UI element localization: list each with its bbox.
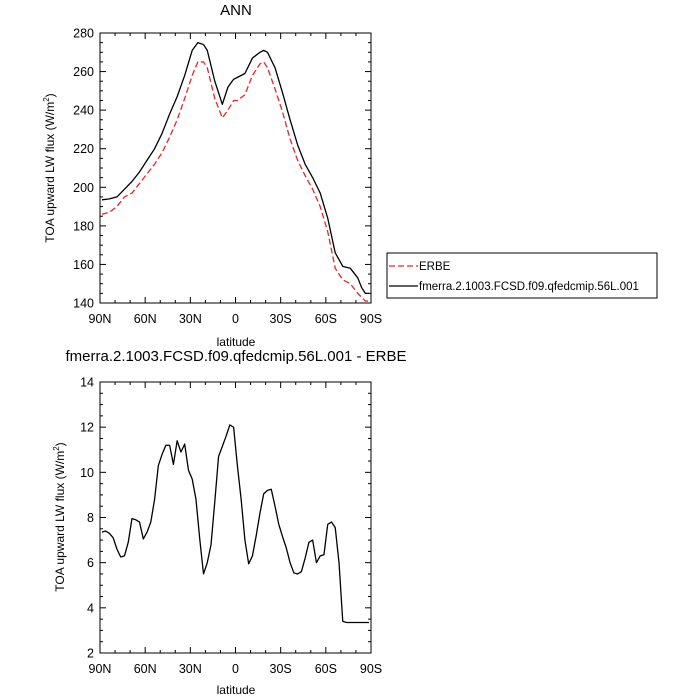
bottom-series-line-0	[101, 424, 370, 624]
bottom-series-group	[101, 424, 370, 624]
top-y-tick-label: 140	[73, 297, 94, 311]
bottom-y-tick-label: 10	[80, 466, 94, 480]
top-plot-frame	[99, 32, 372, 304]
legend: ERBE fmerra.2.1003.FCSD.f09.qfedcmip.56L…	[386, 252, 658, 299]
top-axis-ticks	[99, 32, 372, 304]
top-series-line-fmerra-2-1003-fcsd-f09-qfedcmip-56l-001	[101, 41, 370, 295]
top-x-tick-label: 60N	[134, 312, 157, 326]
top-x-tick-label: 90N	[89, 312, 112, 326]
top-x-tick-labels: 90N 60N 30N 0 30S 60S 90S	[89, 312, 383, 326]
legend-label-erbe: ERBE	[419, 261, 451, 273]
bottom-x-tick-label: 60S	[315, 662, 337, 676]
bottom-x-tick-label: 90S	[360, 662, 382, 676]
chart-panel-bottom: fmerra.2.1003.FCSD.f09.qfedcmip.56L.001 …	[52, 348, 407, 697]
bottom-y-axis-label-sup: 2	[52, 446, 61, 451]
bottom-chart-title: fmerra.2.1003.FCSD.f09.qfedcmip.56L.001 …	[65, 348, 406, 365]
top-y-axis-label-close: )	[43, 93, 57, 97]
top-x-tick-label: 0	[232, 312, 239, 326]
bottom-y-tick-label: 4	[87, 601, 94, 615]
top-series-group	[101, 41, 370, 302]
bottom-axis-ticks	[99, 381, 372, 654]
bottom-y-axis-label: TOA upward LW flux (W/m2)	[52, 442, 67, 591]
top-y-tick-label: 280	[73, 27, 94, 41]
legend-box	[386, 252, 658, 299]
bottom-y-axis-label-main: TOA upward LW flux (W/m	[53, 451, 67, 592]
top-x-axis-label: latitude	[217, 335, 256, 349]
bottom-x-tick-label: 0	[232, 662, 239, 676]
bottom-x-axis-label: latitude	[217, 683, 256, 697]
top-x-tick-label: 30S	[270, 312, 292, 326]
top-x-tick-label: 60S	[315, 312, 337, 326]
top-y-axis-label: TOA upward LW flux (W/m2)	[42, 93, 57, 242]
bottom-y-tick-label: 12	[80, 421, 94, 435]
top-x-tick-label: 30N	[179, 312, 202, 326]
bottom-y-tick-label: 8	[87, 511, 94, 525]
bottom-x-tick-label: 30S	[270, 662, 292, 676]
top-y-tick-label: 260	[73, 65, 94, 79]
bottom-x-tick-label: 90N	[89, 662, 112, 676]
top-x-tick-label: 90S	[360, 312, 382, 326]
top-y-tick-label: 180	[73, 219, 94, 233]
bottom-x-tick-label: 60N	[134, 662, 157, 676]
bottom-plot-frame	[99, 381, 372, 654]
bottom-x-tick-label: 30N	[179, 662, 202, 676]
top-y-tick-label: 160	[73, 258, 94, 272]
top-y-tick-label: 220	[73, 142, 94, 156]
bottom-y-tick-label: 6	[87, 556, 94, 570]
top-y-axis-label-sup: 2	[42, 97, 51, 102]
top-series-line-erbe	[101, 61, 370, 302]
top-y-tick-labels: 140 160 180 200 220 240 260 280	[73, 27, 94, 311]
bottom-y-axis-label-close: )	[53, 442, 67, 446]
bottom-y-tick-labels: 2 4 6 8 10 12 14	[80, 376, 94, 661]
top-y-tick-label: 240	[73, 104, 94, 118]
top-y-tick-label: 200	[73, 181, 94, 195]
bottom-y-tick-label: 2	[87, 647, 94, 661]
chart-panel-top: ANN 140 160 180 200 220 240 260 280 90N 60N 30N 0 3…	[42, 2, 382, 349]
top-chart-title: ANN	[220, 2, 252, 19]
legend-label-model: fmerra.2.1003.FCSD.f09.qfedcmip.56L.001	[419, 281, 639, 293]
top-y-axis-label-main: TOA upward LW flux (W/m	[43, 102, 57, 243]
bottom-y-tick-label: 14	[80, 376, 94, 390]
bottom-x-tick-labels: 90N 60N 30N 0 30S 60S 90S	[89, 662, 383, 676]
